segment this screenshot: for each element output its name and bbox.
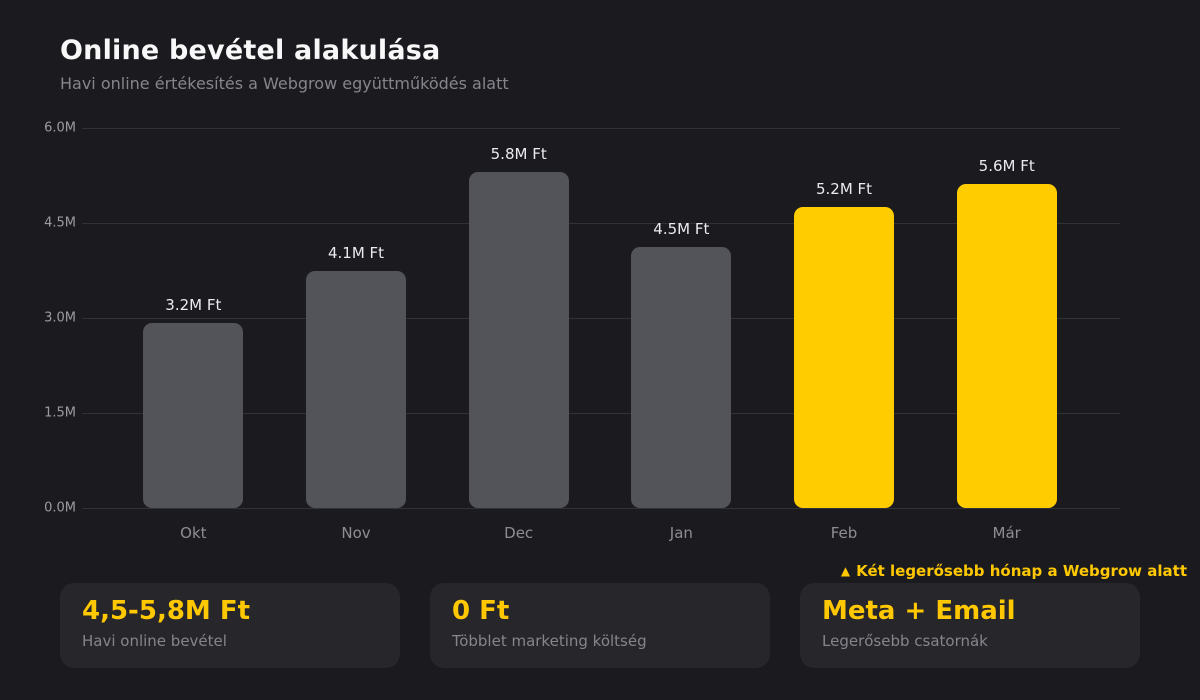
kpi-card-marketing-cost: 0 Ft Többlet marketing költség [430, 583, 770, 668]
bar-slot-jan: 4.5M Ft Jan [600, 128, 763, 542]
y-axis-tick-label: 6.0M [44, 120, 76, 136]
x-axis-label: Dec [504, 524, 534, 542]
bar-slot-feb: 5.2M Ft Feb [763, 128, 926, 542]
y-axis-tick-label: 1.5M [44, 405, 76, 421]
kpi-label: Havi online bevétel [82, 632, 227, 651]
bar-jan[interactable] [631, 247, 732, 508]
bar-value-label: 4.1M Ft [327, 243, 385, 262]
bar-slot-okt: 3.2M Ft Okt [112, 128, 275, 542]
gridline [82, 318, 1120, 319]
x-axis-label: Már [992, 524, 1021, 542]
kpi-value: Meta + Email [822, 596, 1016, 626]
x-axis-label: Jan [669, 524, 693, 542]
y-axis-tick-label: 4.5M [44, 215, 76, 231]
gridline [82, 508, 1120, 509]
bar-slot-már: 5.6M Ft Már [925, 128, 1088, 542]
chart-annotation: ▲ Két legerősebb hónap a Webgrow alatt [841, 562, 1187, 580]
triangle-up-icon: ▲ [840, 564, 851, 578]
gridline [82, 128, 1120, 129]
bar-már[interactable] [956, 183, 1057, 508]
bar-value-label: 5.6M Ft [978, 156, 1035, 175]
y-axis-tick-label: 3.0M [44, 310, 76, 326]
bar-value-label: 4.5M Ft [653, 220, 710, 239]
bar-slot-dec: 5.8M Ft Dec [437, 128, 600, 542]
kpi-value: 0 Ft [452, 596, 510, 626]
gridline [82, 223, 1120, 224]
kpi-label: Legerősebb csatornák [822, 632, 988, 651]
kpi-card-monthly-revenue: 4,5-5,8M Ft Havi online bevétel [60, 583, 400, 668]
bar-okt[interactable] [143, 322, 244, 508]
chart-annotation-text: Két legerősebb hónap a Webgrow alatt [856, 562, 1187, 580]
page-subtitle: Havi online értékesítés a Webgrow együtt… [60, 74, 509, 93]
bar-nov[interactable] [306, 270, 406, 508]
revenue-bar-chart: 6.0M 4.5M 3.0M 1.5M 0.0M 3.2M Ft Okt 4.1M Ft No… [0, 121, 1200, 542]
bar-feb[interactable] [794, 206, 895, 508]
gridline [82, 413, 1120, 414]
bar-value-label: 5.2M Ft [815, 179, 873, 198]
x-axis-label: Okt [180, 524, 207, 542]
bar-value-label: 3.2M Ft [165, 295, 222, 314]
kpi-label: Többlet marketing költség [452, 632, 647, 651]
chart-bars: 3.2M Ft Okt 4.1M Ft Nov 5.8M Ft Dec 4.5M Ft Jan… [112, 128, 1088, 542]
kpi-card-channels: Meta + Email Legerősebb csatornák [800, 583, 1140, 668]
kpi-cards: 4,5-5,8M Ft Havi online bevétel 0 Ft Töb… [60, 583, 1140, 668]
x-axis-label: Feb [830, 524, 858, 542]
bar-value-label: 5.8M Ft [490, 145, 547, 164]
bar-slot-nov: 4.1M Ft Nov [275, 128, 438, 542]
x-axis-label: Nov [341, 524, 371, 542]
kpi-value: 4,5-5,8M Ft [82, 596, 251, 626]
page-title: Online bevétel alakulása [60, 35, 441, 66]
y-axis-tick-label: 0.0M [44, 500, 76, 516]
bar-dec[interactable] [468, 172, 569, 508]
